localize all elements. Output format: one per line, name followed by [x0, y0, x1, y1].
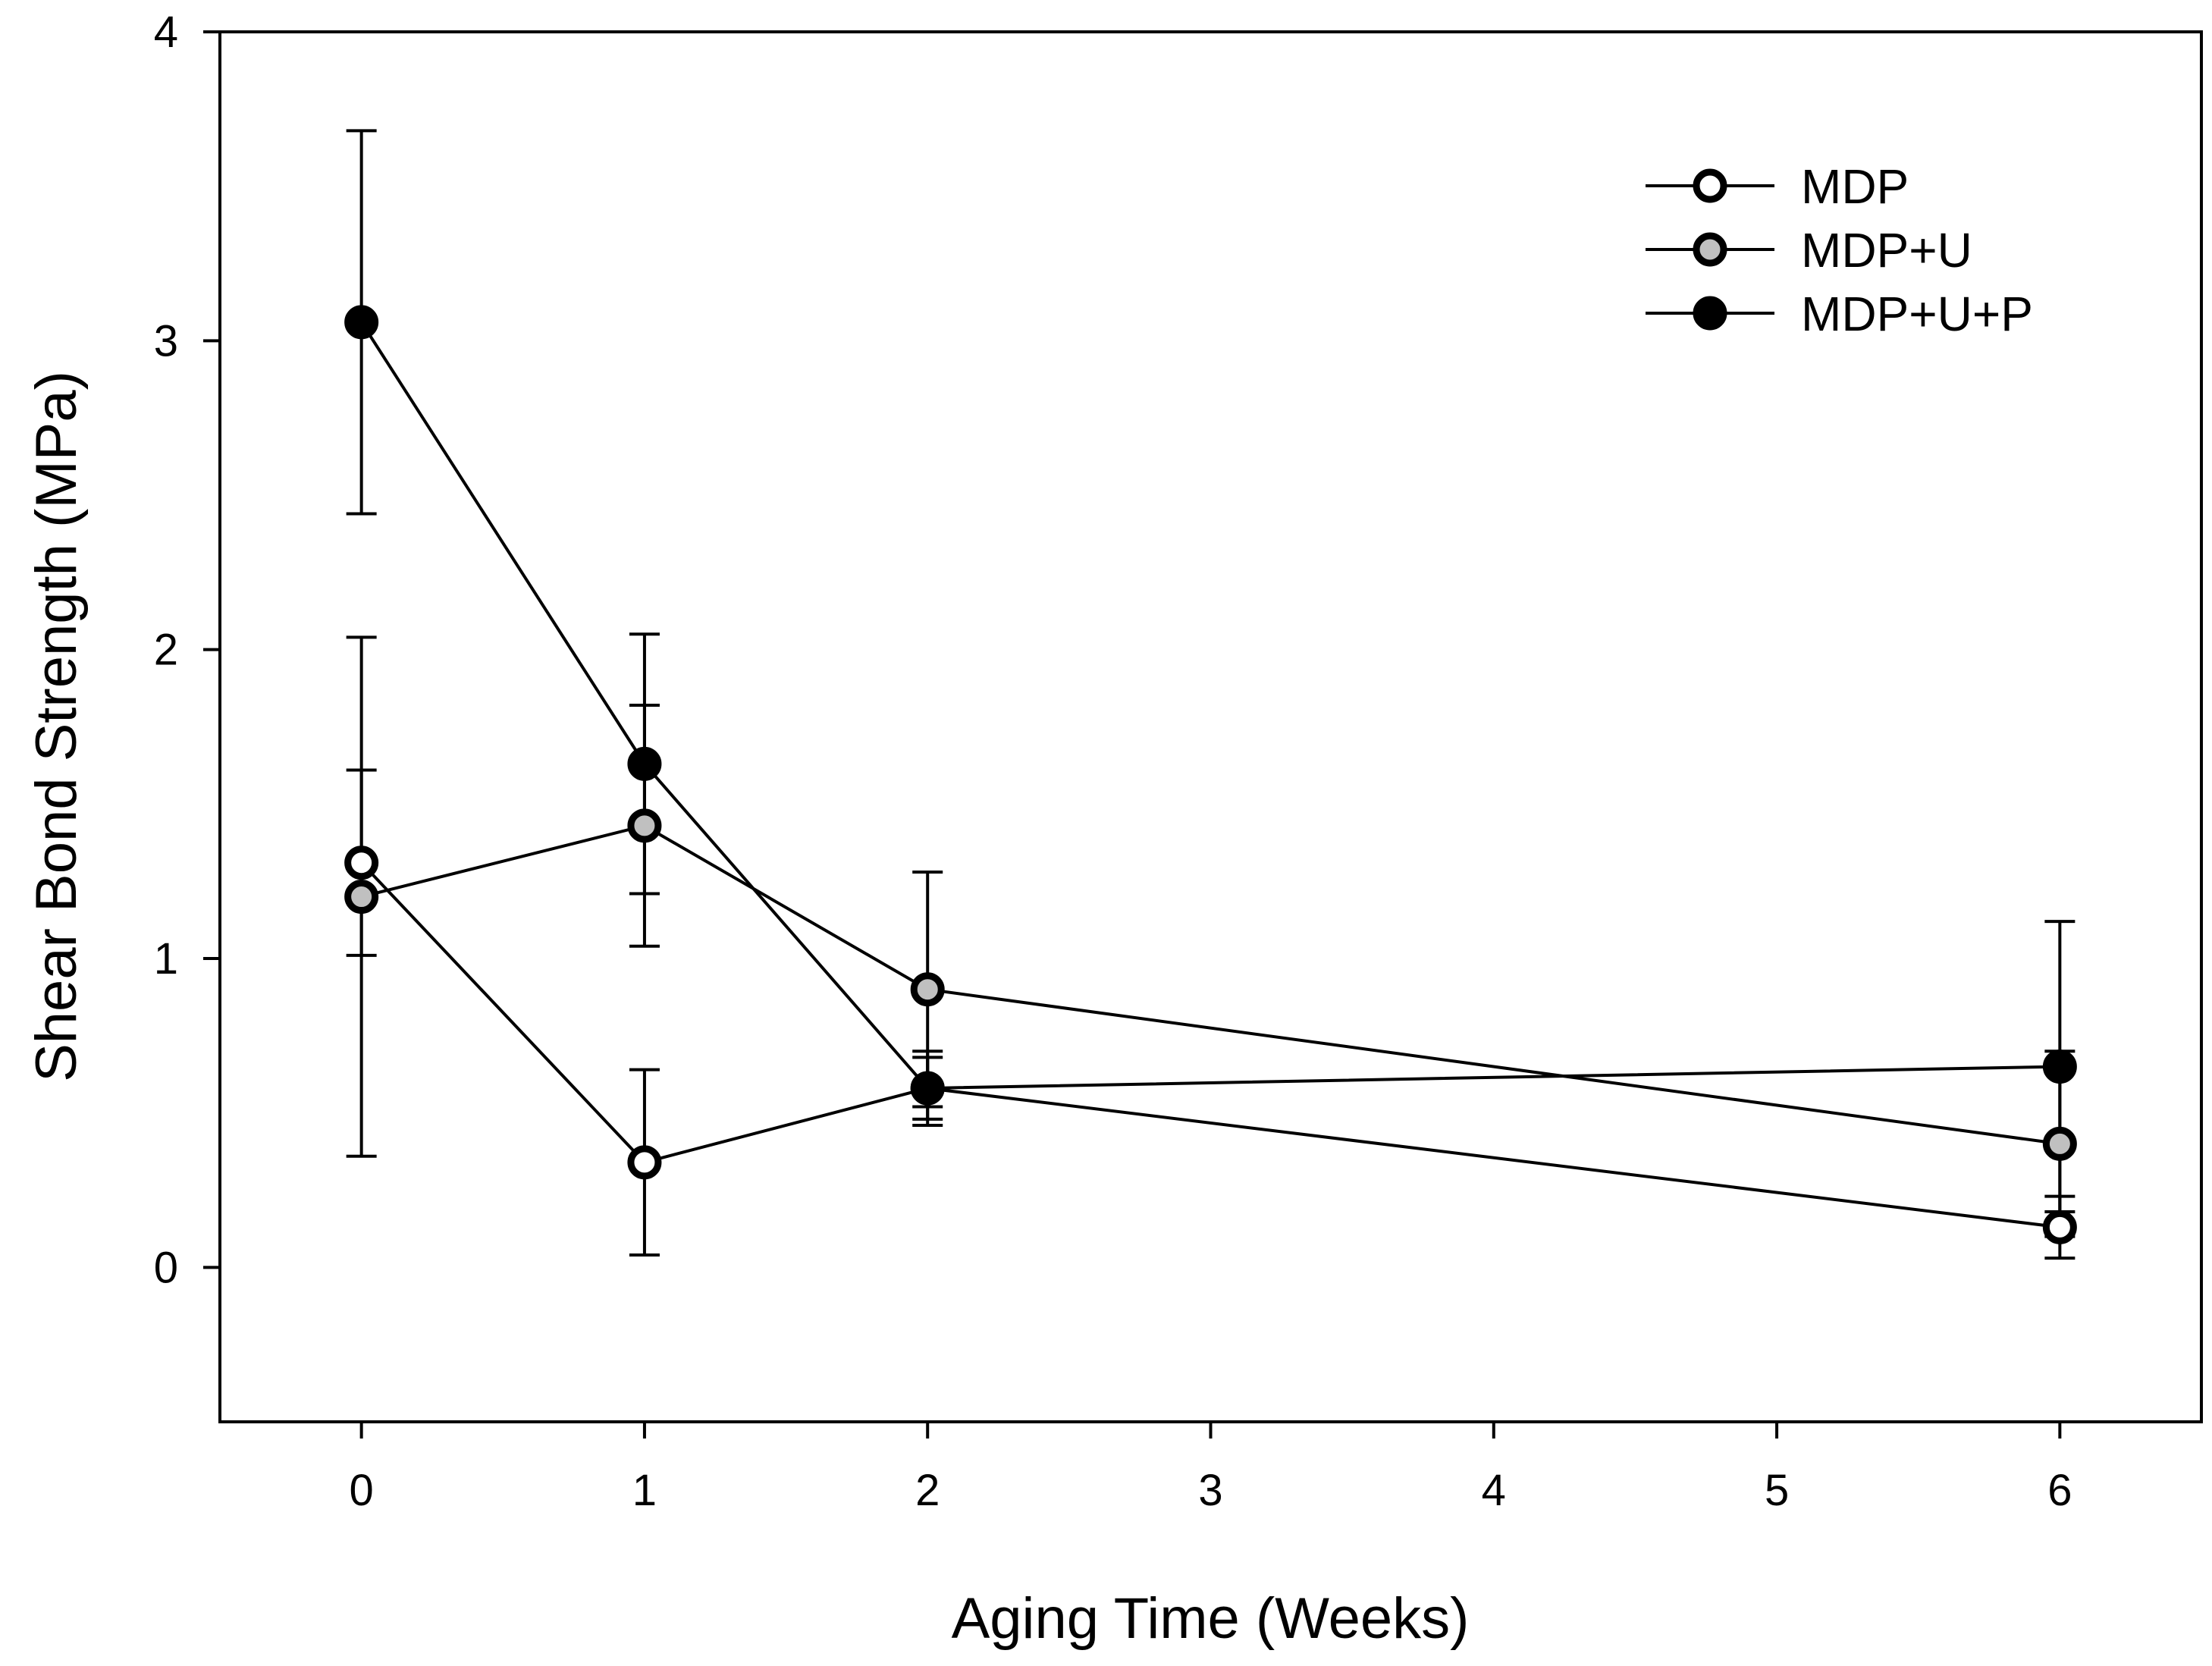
data-point: [627, 746, 662, 781]
y-tick-label: 4: [154, 8, 178, 57]
series-line: [361, 824, 2060, 1146]
y-tick-label: 2: [154, 626, 178, 675]
y-tick-label: 1: [154, 934, 178, 984]
legend-label: MDP+U: [1801, 223, 1972, 278]
series-errorbars: [346, 635, 2076, 1238]
x-tick-label: 4: [1482, 1466, 1506, 1515]
x-tick-label: 2: [915, 1466, 940, 1515]
x-tick-label: 5: [1765, 1466, 1789, 1515]
legend: MDP MDP+U MDP+U+P: [1646, 159, 2033, 341]
data-point: [2042, 1049, 2077, 1084]
legend-marker: [1693, 296, 1727, 331]
x-tick-label: 6: [2047, 1466, 2072, 1515]
data-point: [344, 305, 379, 340]
data-point: [2042, 1209, 2077, 1244]
series-line: [360, 861, 2060, 1229]
y-axis: 0 1 2 3 4: [154, 8, 220, 1292]
data-point: [344, 880, 379, 915]
data-point: [910, 972, 945, 1007]
legend-marker: [1693, 232, 1727, 267]
legend-label: MDP+U+P: [1801, 287, 2033, 341]
series-errorbars: [346, 768, 2076, 1260]
y-axis-title: Shear Bond Strength (MPa): [24, 371, 89, 1082]
series-layer: [344, 129, 2077, 1260]
series-line: [359, 321, 2060, 1090]
data-point: [910, 1071, 945, 1106]
legend-label: MDP: [1801, 159, 1909, 214]
x-axis-title: Aging Time (Weeks): [952, 1586, 1470, 1651]
data-point: [627, 1145, 662, 1180]
y-tick-label: 0: [154, 1243, 178, 1292]
data-point: [627, 808, 662, 843]
x-tick-label: 3: [1198, 1466, 1222, 1515]
data-point: [2042, 1126, 2077, 1161]
x-tick-label: 0: [350, 1466, 374, 1515]
x-axis: 0 1 2 3 4 5 6: [350, 1422, 2072, 1515]
x-tick-label: 1: [632, 1466, 657, 1515]
data-point: [344, 846, 379, 880]
legend-marker: [1693, 168, 1727, 203]
y-tick-label: 3: [154, 316, 178, 366]
